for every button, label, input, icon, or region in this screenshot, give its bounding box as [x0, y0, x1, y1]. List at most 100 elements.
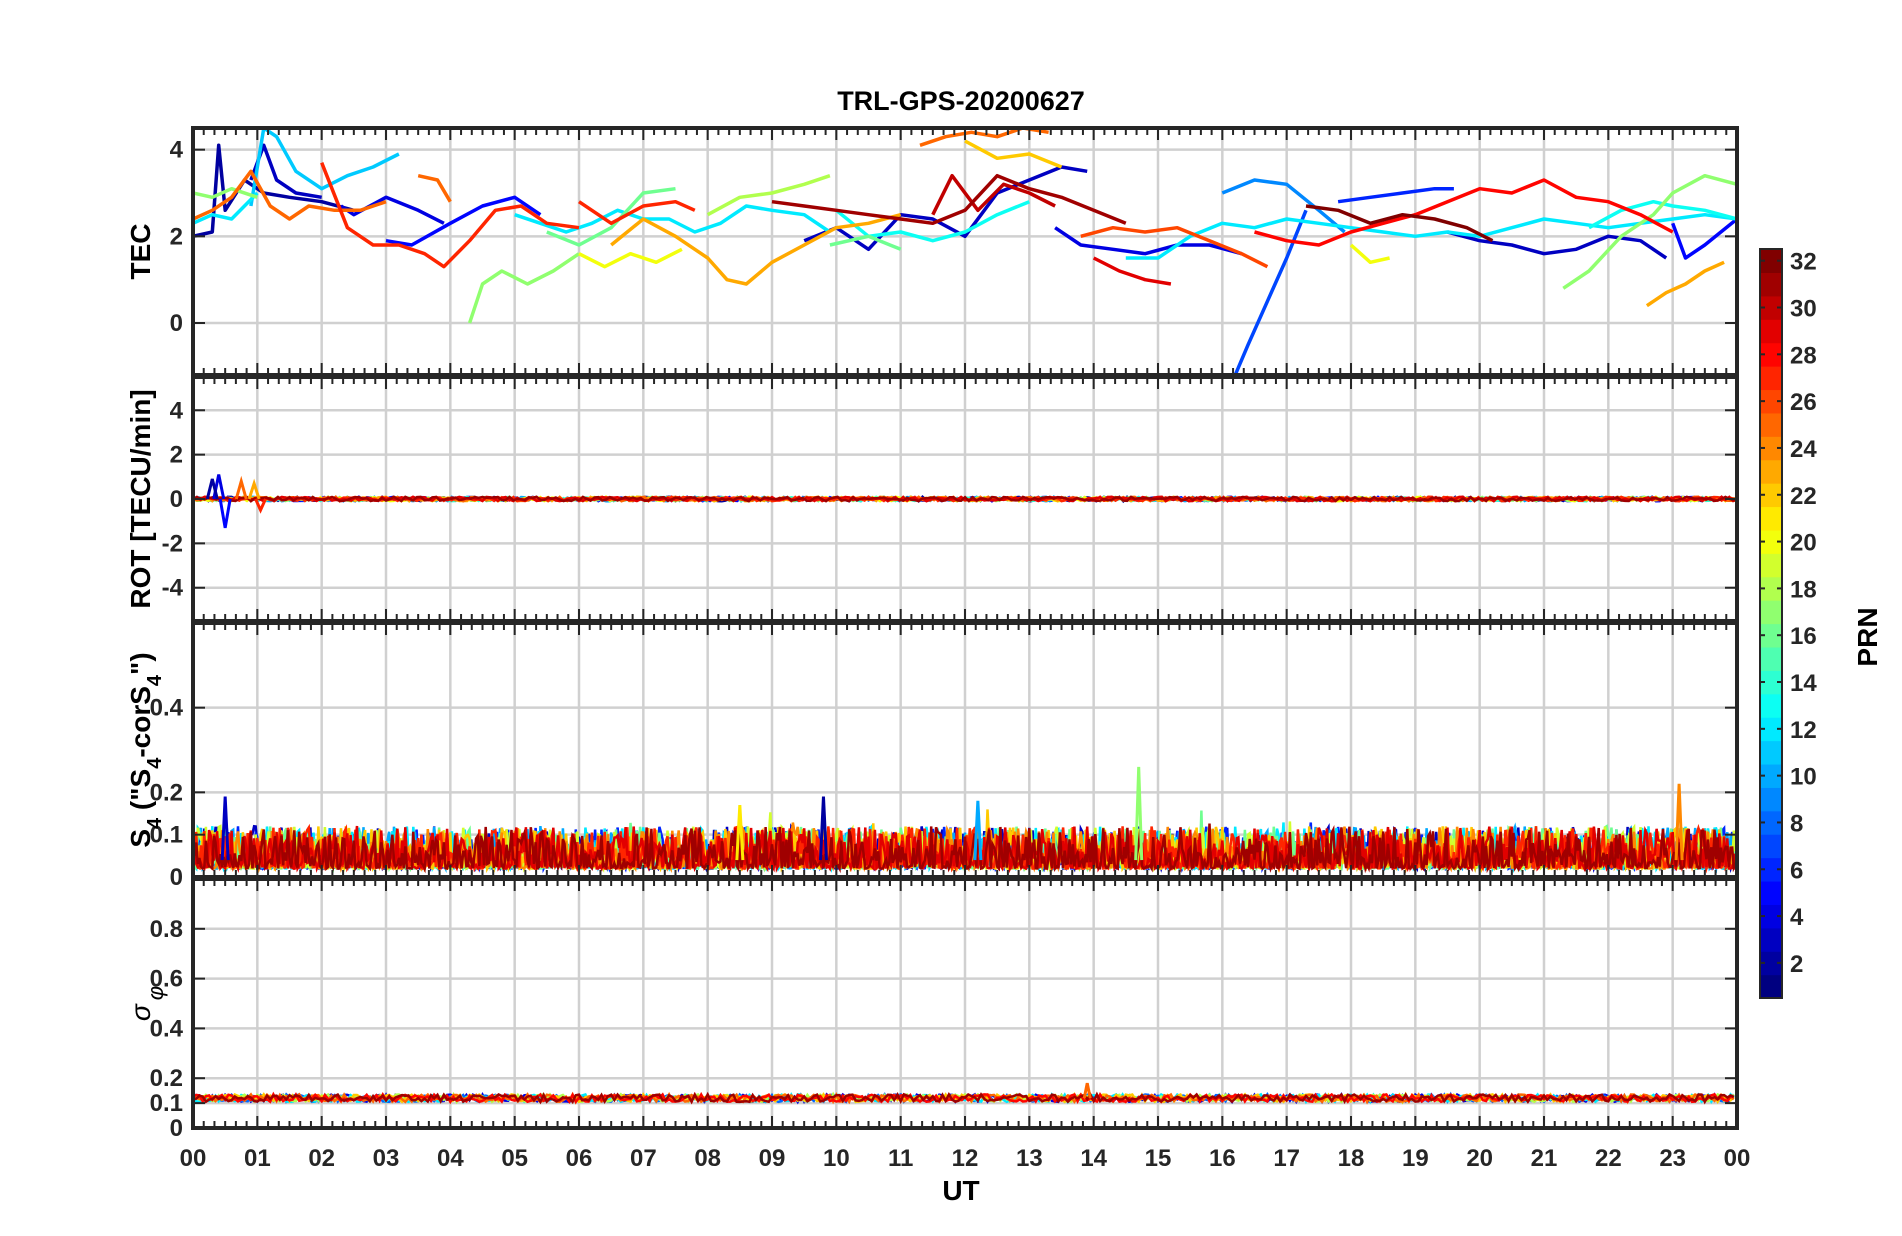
colorbar-segment [1760, 880, 1782, 905]
panel-sigma-phi: 00.10.2 0.4 0.6 0.8 σφ [125, 877, 1739, 1142]
x-tick-label: 20 [1466, 1145, 1493, 1172]
x-tick-label: 00 [180, 1145, 207, 1172]
colorbar-segment [1760, 272, 1782, 297]
colorbar-tick-label: 20 [1790, 530, 1817, 557]
plot-area [193, 474, 1737, 529]
x-tick-label: 15 [1145, 1145, 1172, 1172]
series-line-prn-18 [706, 174, 831, 217]
colorbar-segment [1760, 740, 1782, 765]
series-line-prn-23 [1645, 260, 1725, 308]
series-line-prn-25 [417, 173, 452, 203]
colorbar-segment [1760, 553, 1782, 578]
colorbar-tick-label: 4 [1790, 904, 1804, 931]
panel-tec: 0 2 4 TEC [125, 126, 1739, 377]
series-line-prn-25 [193, 169, 387, 221]
y-tick-label: 0.6 [150, 966, 183, 993]
s4-peak [735, 804, 745, 861]
y-tick-label: 4 [170, 137, 184, 164]
colorbar-segment [1760, 927, 1782, 952]
colorbar-segment [1760, 459, 1782, 484]
colorbar-segment [1760, 693, 1782, 718]
x-tick-label: 17 [1273, 1145, 1300, 1172]
series-line-prn-32 [1305, 204, 1494, 243]
colorbar-segment [1760, 389, 1782, 414]
x-tick-label: 04 [437, 1145, 464, 1172]
colorbar-label: PRN [1852, 607, 1883, 666]
x-tick-label: 07 [630, 1145, 657, 1172]
colorbar-segment [1760, 670, 1782, 695]
colorbar-segment [1760, 904, 1782, 929]
x-tick-label: 22 [1595, 1145, 1622, 1172]
x-tick-label: 05 [501, 1145, 528, 1172]
colorbar-frame [1759, 248, 1783, 999]
x-tick-label: 06 [566, 1145, 593, 1172]
plot-area [193, 1082, 1735, 1105]
series-line-prn-6 [1337, 186, 1454, 204]
colorbar-tick-label: 22 [1790, 483, 1817, 510]
series-line-prn-30 [931, 173, 1056, 216]
y-axis-label: σφ [125, 986, 168, 1021]
grid [191, 128, 1739, 375]
y-tick-label: 0 [170, 864, 183, 891]
x-tick-label: 11 [888, 1145, 913, 1172]
colorbar-tick-label: 32 [1790, 249, 1817, 276]
sigma-trace-prn-31 [193, 1091, 1735, 1105]
series-line-prn-17 [193, 186, 258, 200]
series-line-prn-12 [514, 204, 831, 234]
colorbar-segment [1760, 951, 1782, 976]
colorbar-tick-label: 24 [1790, 436, 1817, 463]
series-line-prn-5 [1671, 217, 1737, 260]
s4-peak [1674, 783, 1684, 861]
series-line-prn-23 [610, 213, 902, 286]
x-tick-label: 23 [1659, 1145, 1686, 1172]
series-line-prn-31 [771, 173, 1127, 226]
colorbar-segment [1760, 717, 1782, 742]
y-tick-label: 0.2 [150, 1065, 183, 1092]
x-tick-label: 12 [952, 1145, 979, 1172]
y-tick-label: 0.4 [150, 1015, 184, 1042]
tick-marks [192, 128, 1738, 375]
tick-marks [192, 623, 1738, 878]
colorbar-tick-label: 28 [1790, 342, 1817, 369]
colorbar-segment [1760, 342, 1782, 367]
chart-title: TRL-GPS-20200627 [837, 86, 1085, 116]
colorbar-tick-label: 14 [1790, 670, 1817, 697]
s4-peak [220, 796, 230, 861]
colorbar-segment [1760, 600, 1782, 625]
colorbar-tick-label: 8 [1790, 810, 1803, 837]
rot-spike [254, 498, 267, 514]
panel-rot: -4 -2 0 2 4 ROT [TECU/min] [125, 375, 1739, 623]
series-line-prn-16 [546, 186, 676, 247]
y-tick-label: -4 [162, 575, 184, 602]
colorbar-segment [1760, 763, 1782, 788]
y-tick-label: 0 [170, 1115, 183, 1142]
series-line-prn-26 [1080, 225, 1269, 269]
x-tick-label: 14 [1080, 1145, 1107, 1172]
colorbar-segment [1760, 834, 1782, 859]
y-axis-label: TEC [125, 224, 156, 280]
colorbar-segment [1760, 483, 1782, 508]
x-tick-label: 18 [1338, 1145, 1365, 1172]
s4-peak [973, 800, 983, 861]
sigma-peak [1082, 1082, 1092, 1099]
x-tick-label: 09 [759, 1145, 786, 1172]
colorbar-tick-label: 12 [1790, 717, 1817, 744]
x-tick-label: 10 [823, 1145, 850, 1172]
series-line-prn-28 [1254, 178, 1674, 247]
rot-spike [247, 478, 261, 500]
x-tick-label: 00 [1724, 1145, 1751, 1172]
x-tick-label: 08 [694, 1145, 721, 1172]
series-line-prn-12 [193, 191, 259, 225]
colorbar-tick-label: 30 [1790, 296, 1817, 323]
series-line-prn-16 [829, 234, 902, 251]
x-tick-label: 02 [308, 1145, 335, 1172]
y-tick-label: -2 [162, 530, 183, 557]
y-axis-label: S4 ("S4-corS4") [125, 652, 166, 847]
tick-marks [192, 879, 1738, 1129]
series-line-prn-29 [1092, 256, 1172, 286]
s4-peak [818, 796, 828, 861]
colorbar-segment [1760, 974, 1782, 999]
colorbar-tick-label: 10 [1790, 764, 1817, 791]
series-line-prn-20 [578, 247, 683, 269]
